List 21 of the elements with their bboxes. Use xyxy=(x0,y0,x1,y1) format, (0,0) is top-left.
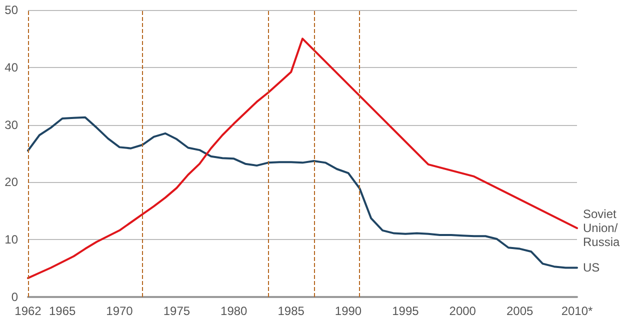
x-tick-label: 2010* xyxy=(561,304,594,318)
x-tick-label: 1965 xyxy=(48,304,76,318)
x-tick-label: 2005 xyxy=(506,304,534,318)
y-tick-label: 40 xyxy=(4,60,18,74)
x-tick-label: 1970 xyxy=(106,304,134,318)
series-label: Soviet Union/ Russia xyxy=(583,207,620,250)
x-tick-label: 1962 xyxy=(14,304,42,318)
y-tick-label: 30 xyxy=(4,118,18,132)
line-series xyxy=(27,38,578,280)
x-tick-label: 2000 xyxy=(449,304,476,318)
y-tick-label: 0 xyxy=(11,290,18,304)
x-tick-label: 1985 xyxy=(278,304,305,318)
series-label: US xyxy=(583,260,600,275)
x-tick-label: 1990 xyxy=(334,304,362,318)
x-tick-label: 1995 xyxy=(392,304,420,318)
y-tick-label: 20 xyxy=(4,175,18,190)
x-tick-label: 1975 xyxy=(163,304,190,318)
line-series xyxy=(27,116,578,269)
y-tick-label: 10 xyxy=(4,232,18,247)
x-tick-label: 1980 xyxy=(220,304,248,318)
y-tick-label: 50 xyxy=(4,3,18,17)
